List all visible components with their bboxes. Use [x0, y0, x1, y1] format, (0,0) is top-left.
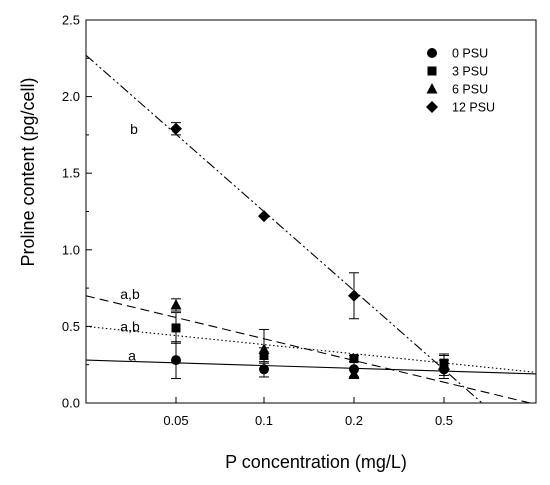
legend-label: 12 PSU [452, 101, 495, 115]
significance-label: a,b [120, 286, 140, 302]
legend-label: 6 PSU [452, 83, 488, 97]
marker-12-psu [348, 289, 360, 302]
y-tick-label: 1.0 [62, 242, 80, 257]
fit-line-0-psu [86, 359, 536, 375]
significance-label: a,b [120, 318, 140, 334]
significance-label: a [128, 348, 136, 364]
marker-0-psu [259, 364, 269, 375]
axes-layer: 0.0 0.5 1.0 1.5 2.0 2.5 0.05 0.1 0.2 0.5 [62, 13, 537, 428]
x-tick-label: 0.05 [163, 413, 188, 428]
marker-3-psu [259, 351, 269, 361]
markers-layer [170, 122, 450, 379]
marker-3-psu [349, 354, 359, 364]
legend-label: 3 PSU [452, 65, 488, 79]
marker-6-psu [258, 343, 270, 354]
marker-12-psu [438, 363, 450, 376]
x-axis-title: P concentration (mg/L) [225, 452, 407, 472]
fit-lines-layer [86, 54, 536, 403]
legend-label: 0 PSU [452, 47, 488, 61]
y-tick-label: 2.0 [62, 89, 80, 104]
legend-marker [427, 48, 437, 58]
x-tick-label: 0.1 [255, 413, 273, 428]
y-tick-label: 1.5 [62, 166, 80, 181]
marker-6-psu [348, 367, 360, 379]
y-tick-label: 2.5 [62, 13, 80, 28]
legend-marker [426, 101, 438, 113]
marker-12-psu [170, 122, 182, 135]
significance-label: b [130, 121, 138, 137]
marker-6-psu [170, 298, 182, 310]
fit-line-3-psu [86, 325, 536, 373]
x-tick-label: 0.2 [345, 413, 363, 428]
legend: 0 PSU 3 PSU 6 PSU 12 PSU [426, 47, 495, 115]
y-axis-title: Proline content (pg/cell) [18, 77, 38, 266]
y-tick-label: 0.5 [62, 319, 80, 334]
fit-line-12-psu [86, 54, 483, 403]
marker-0-psu [171, 355, 181, 366]
error-bars-layer [171, 122, 449, 379]
legend-marker [426, 83, 438, 94]
y-tick-label: 0.0 [62, 396, 80, 411]
marker-3-psu [171, 323, 181, 333]
marker-12-psu [258, 210, 270, 223]
fit-line-6-psu [86, 295, 533, 403]
annotations-layer: b a,b a,b a [120, 121, 140, 364]
x-tick-label: 0.5 [435, 413, 453, 428]
legend-marker [427, 66, 437, 76]
